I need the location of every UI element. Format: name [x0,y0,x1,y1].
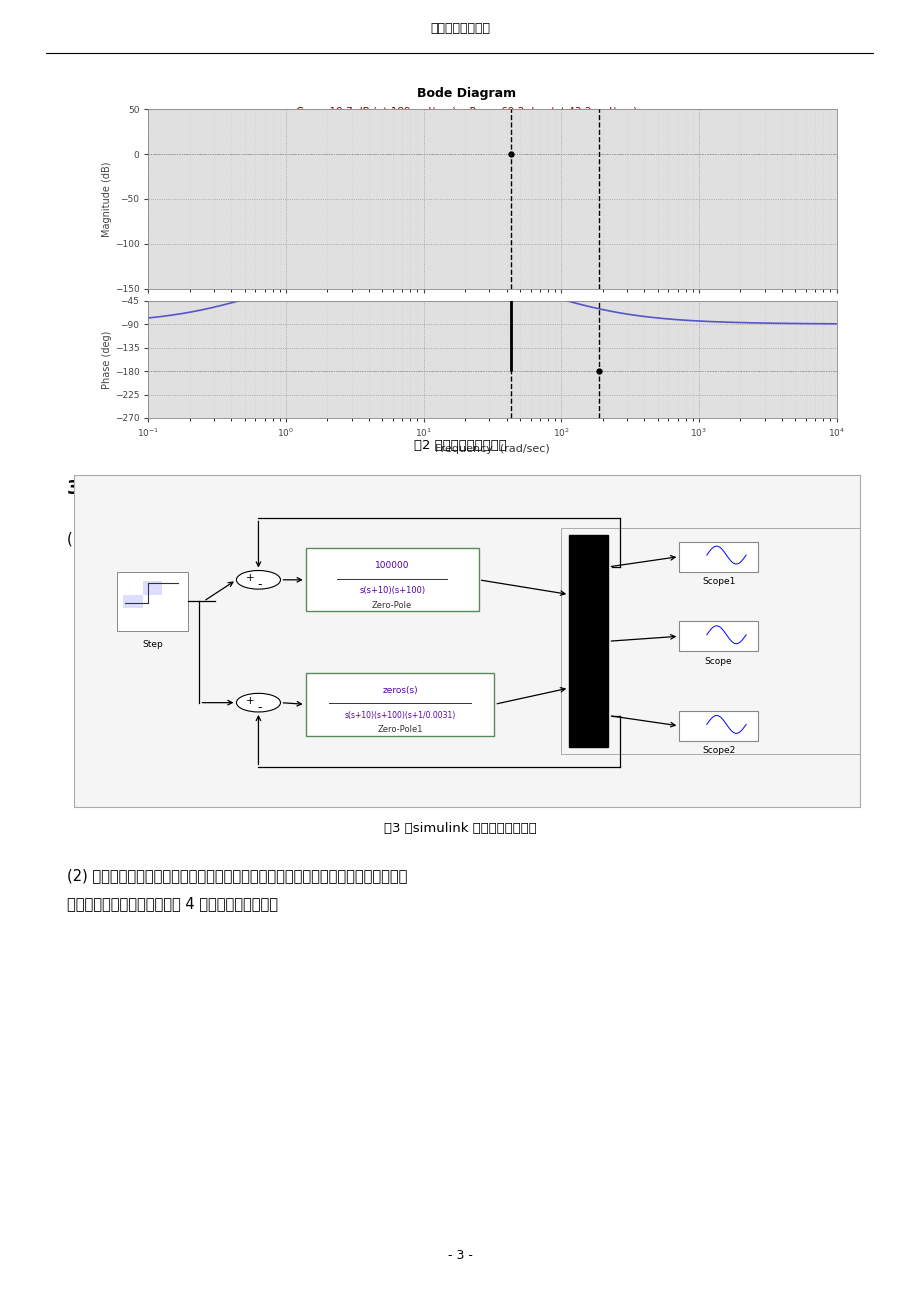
Bar [678,621,757,651]
Text: 自控原理课程设计: 自控原理课程设计 [429,22,490,35]
Bar [123,595,142,608]
Text: Zero-Pole1: Zero-Pole1 [377,725,423,734]
Y-axis label: Phase (deg): Phase (deg) [102,331,111,388]
Text: Step: Step [142,641,163,650]
Text: (1) 在 MATLAB/SIMULINK环境下搭建仿真模型进行仿真。其模型图如图 3 所示：: (1) 在 MATLAB/SIMULINK环境下搭建仿真模型进行仿真。其模型图如… [67,531,458,547]
Bar [678,542,757,572]
Text: -: - [257,702,262,713]
Text: Gm = 19.7 dB (at 189 rad/sec) ,  Pm = 69.2 deg (at 43.2 rad/sec): Gm = 19.7 dB (at 189 rad/sec) , Pm = 69.… [296,108,637,117]
Text: 100000: 100000 [375,561,409,570]
Text: 3 软件仿真实验结果及分析: 3 软件仿真实验结果及分析 [67,479,216,499]
Circle shape [236,694,280,712]
Bar [678,711,757,741]
Text: +: + [246,573,255,583]
Text: -: - [257,578,262,591]
Text: s(s+10)(s+100): s(s+10)(s+100) [358,586,425,595]
Text: (2) 将校正前后的阶跃响应曲线虎仔同一个坐标系下（以便校正结果的比较），并记录: (2) 将校正前后的阶跃响应曲线虎仔同一个坐标系下（以便校正结果的比较），并记录 [67,868,406,884]
Text: +: + [246,697,255,706]
Text: Bode Diagram: Bode Diagram [417,87,516,100]
Text: Scope2: Scope2 [701,746,734,755]
Text: s(s+10)(s+100)(s+1/0.0031): s(s+10)(s+100)(s+1/0.0031) [344,711,455,720]
Y-axis label: Magnitude (dB): Magnitude (dB) [102,161,111,237]
Text: Zero-Pole: Zero-Pole [371,602,412,609]
X-axis label: Frequency  (rad/sec): Frequency (rad/sec) [435,444,550,453]
Text: 图3 用simulink 搭建的系统组态图: 图3 用simulink 搭建的系统组态图 [383,823,536,835]
Text: Scope1: Scope1 [701,577,734,586]
Bar [569,535,607,747]
Bar [117,572,187,631]
Text: zeros(s): zeros(s) [381,686,417,695]
Circle shape [236,570,280,589]
Bar [142,582,163,595]
Bar [305,673,494,736]
Text: 校正前后系统的时域指标。图 4 为校正后的仿真图：: 校正前后系统的时域指标。图 4 为校正后的仿真图： [67,896,278,911]
Bar [305,548,478,612]
Text: 图2 校正后系统的伯德图: 图2 校正后系统的伯德图 [414,440,505,452]
Text: - 3 -: - 3 - [447,1249,472,1262]
Text: Scope: Scope [704,656,732,665]
Bar [561,529,859,754]
